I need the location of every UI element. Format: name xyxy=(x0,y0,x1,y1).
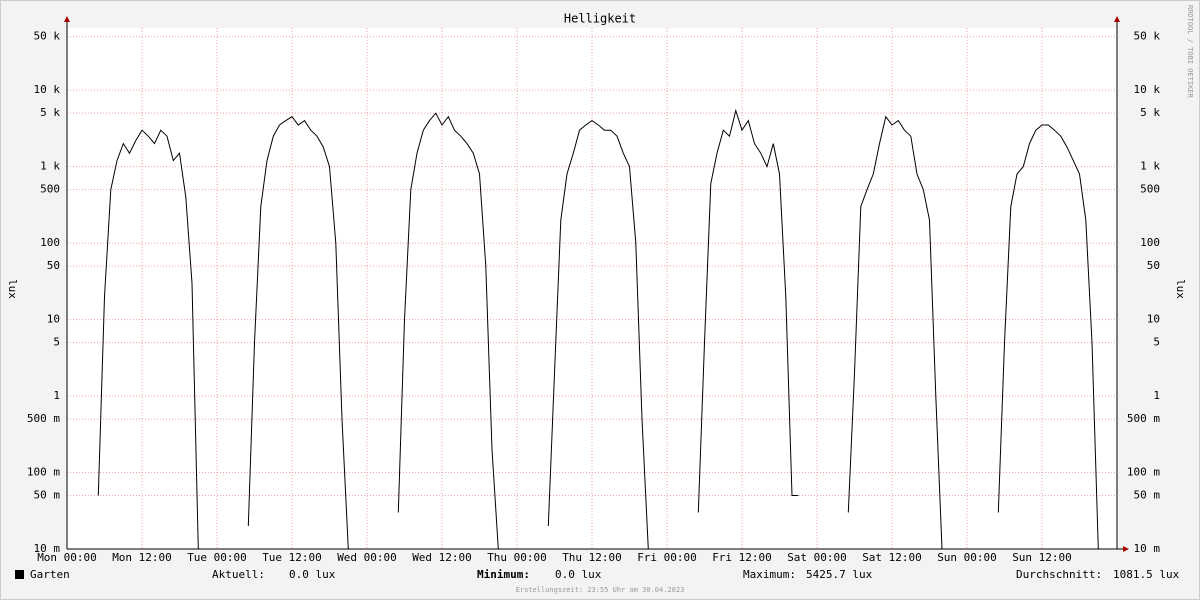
data-line xyxy=(97,108,1099,550)
y-tick-label: 5 k xyxy=(40,106,60,119)
y-tick-label: 1 xyxy=(1153,389,1160,402)
side-text: RRDTOOL / TOBI OETIKER xyxy=(1186,5,1194,99)
x-tick-label: Mon 12:00 xyxy=(112,551,172,564)
x-tick-label: Sat 00:00 xyxy=(787,551,847,564)
legend-label: Garten xyxy=(30,568,70,581)
stat-label: Minimum: xyxy=(477,568,530,581)
stat-value: 5425.7 lux xyxy=(806,568,873,581)
y-axis-label: lux xyxy=(6,279,19,299)
y-tick-label: 50 m xyxy=(1134,489,1161,502)
x-tick-label: Tue 12:00 xyxy=(262,551,322,564)
x-tick-label: Wed 12:00 xyxy=(412,551,472,564)
x-tick-label: Thu 12:00 xyxy=(562,551,622,564)
y-tick-label: 500 m xyxy=(1127,412,1160,425)
y-tick-label: 5 k xyxy=(1140,106,1160,119)
x-tick-label: Sun 00:00 xyxy=(937,551,997,564)
y-tick-label: 10 k xyxy=(1134,83,1161,96)
x-tick-label: Wed 00:00 xyxy=(337,551,397,564)
arrow xyxy=(64,16,70,22)
stat-label: Maximum: xyxy=(743,568,796,581)
x-tick-label: Sun 12:00 xyxy=(1012,551,1072,564)
y-tick-label: 10 xyxy=(1147,313,1160,326)
x-tick-label: Fri 12:00 xyxy=(712,551,772,564)
chart-title: Helligkeit xyxy=(564,12,636,26)
y-tick-label: 1 k xyxy=(40,160,60,173)
y-tick-label: 100 m xyxy=(27,466,60,479)
y-tick-label: 5 xyxy=(1153,336,1160,349)
y-tick-label: 50 xyxy=(47,259,60,272)
x-tick-label: Mon 00:00 xyxy=(37,551,97,564)
footer: Erstellungszeit: 23:55 Uhr am 30.04.2023 xyxy=(516,586,685,594)
legend-swatch xyxy=(15,570,24,579)
stat-value: 0.0 lux xyxy=(289,568,336,581)
stat-label: Durchschnitt: xyxy=(1016,568,1102,581)
y-tick-label: 10 k xyxy=(34,83,61,96)
y-tick-label: 5 xyxy=(53,336,60,349)
stat-value: 0.0 lux xyxy=(555,568,602,581)
y-tick-label: 500 m xyxy=(27,412,60,425)
x-tick-label: Sat 12:00 xyxy=(862,551,922,564)
stat-label: Aktuell: xyxy=(212,568,265,581)
y-tick-label: 100 m xyxy=(1127,466,1160,479)
arrow xyxy=(1123,546,1129,552)
y-tick-label: 50 k xyxy=(34,30,61,43)
y-tick-label: 100 xyxy=(40,236,60,249)
y-tick-label: 10 m xyxy=(34,542,61,555)
y-tick-label: 50 xyxy=(1147,259,1160,272)
x-tick-label: Fri 00:00 xyxy=(637,551,697,564)
y-tick-label: 1 k xyxy=(1140,160,1160,173)
y-tick-label: 500 xyxy=(40,183,60,196)
stat-value: 1081.5 lux xyxy=(1113,568,1180,581)
y-tick-label: 500 xyxy=(1140,183,1160,196)
y-tick-label: 50 m xyxy=(34,489,61,502)
y-tick-label: 1 xyxy=(53,389,60,402)
plot-area xyxy=(67,28,1117,549)
arrow xyxy=(1114,16,1120,22)
y-tick-label: 100 xyxy=(1140,236,1160,249)
y-axis-label: lux xyxy=(1174,279,1187,299)
x-tick-label: Thu 00:00 xyxy=(487,551,547,564)
y-tick-label: 10 xyxy=(47,313,60,326)
y-tick-label: 50 k xyxy=(1134,30,1161,43)
y-tick-label: 10 m xyxy=(1134,542,1161,555)
x-tick-label: Tue 00:00 xyxy=(187,551,247,564)
